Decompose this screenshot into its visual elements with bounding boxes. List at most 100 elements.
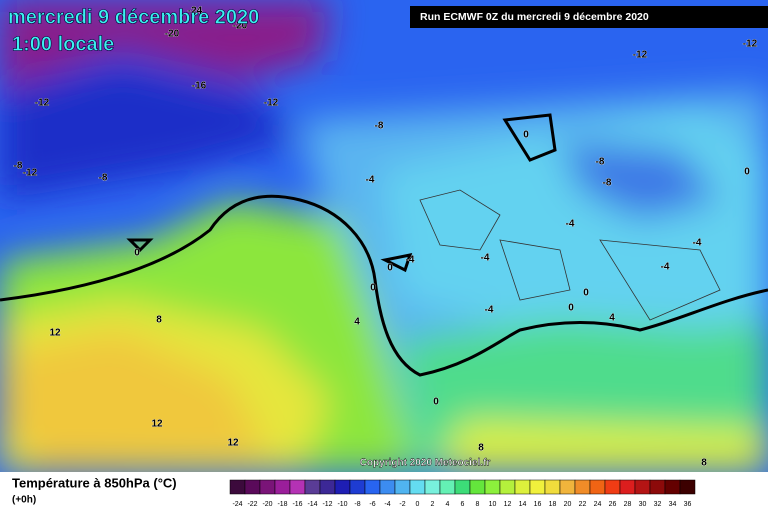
- legend-swatch: [319, 479, 336, 495]
- contour-label: 0: [134, 248, 140, 259]
- legend-swatch: [259, 479, 276, 495]
- legend-tick-label: 28: [624, 501, 632, 508]
- legend-swatch: [454, 479, 471, 495]
- legend-tick-label: 18: [549, 501, 557, 508]
- legend-tick-label: -20: [262, 501, 272, 508]
- legend-tick-label: 30: [639, 501, 647, 508]
- legend-swatch: [304, 479, 321, 495]
- contour-label: -12: [23, 168, 38, 179]
- title: mercredi 9 décembre 2020: [8, 6, 259, 28]
- legend-tick-label: -8: [354, 501, 360, 508]
- contour-label: 12: [151, 419, 163, 430]
- run-box: [410, 6, 768, 28]
- legend-swatch: [544, 479, 561, 495]
- legend-tick-label: 16: [534, 501, 542, 508]
- contour-label: 0: [370, 283, 376, 294]
- legend-tick-label: -18: [277, 501, 287, 508]
- legend-tick-label: -6: [369, 501, 375, 508]
- legend-swatch: [274, 479, 291, 495]
- legend-swatch: [349, 479, 366, 495]
- legend-subtitle: (+0h): [12, 495, 36, 506]
- contour-label: -12: [743, 39, 758, 50]
- contour-label: 12: [49, 328, 61, 339]
- legend-tick-label: -12: [322, 501, 332, 508]
- legend-tick-label: 20: [564, 501, 572, 508]
- contour-label: -20: [165, 29, 180, 40]
- legend-tick-label: -4: [384, 501, 390, 508]
- legend-tick-label: 34: [669, 501, 677, 508]
- legend-tick-label: -16: [292, 501, 302, 508]
- contour-label: -8: [596, 157, 605, 168]
- legend-tick-label: -22: [247, 501, 257, 508]
- legend-tick-label: 12: [504, 501, 512, 508]
- contour-label: -4: [406, 255, 415, 266]
- legend-swatch: [484, 479, 501, 495]
- contour-label: -4: [693, 238, 702, 249]
- contour-label: 0: [744, 167, 750, 178]
- contour-label: 4: [354, 317, 360, 328]
- contour-label: 8: [156, 315, 162, 326]
- contour-label: 12: [227, 438, 239, 449]
- contour-label: 0: [523, 130, 529, 141]
- contour-label: -24: [188, 6, 203, 17]
- legend-tick-label: 10: [489, 501, 497, 508]
- legend-tick-label: 32: [654, 501, 662, 508]
- contour-label: 8: [478, 443, 484, 454]
- legend-swatch: [409, 479, 426, 495]
- legend-swatch: [529, 479, 546, 495]
- contour-label: -16: [192, 81, 207, 92]
- contour-label: -8: [99, 173, 108, 184]
- contour-label: 0: [583, 288, 589, 299]
- legend-tick-label: -24: [232, 501, 242, 508]
- legend-swatch: [634, 479, 651, 495]
- legend-tick-label: 4: [446, 501, 450, 508]
- run-info: Run ECMWF 0Z du mercredi 9 décembre 2020: [420, 11, 649, 23]
- contour-label: 4: [609, 313, 615, 324]
- legend-tick-label: -2: [399, 501, 405, 508]
- subtitle: 1:00 locale: [12, 33, 114, 55]
- contour-label: -8: [375, 121, 384, 132]
- contour-label: -4: [485, 305, 494, 316]
- contour-label: 8: [701, 458, 707, 469]
- legend-swatch: [499, 479, 516, 495]
- contour-label: 0: [433, 397, 439, 408]
- legend-swatch: [469, 479, 486, 495]
- legend-tick-label: 8: [476, 501, 480, 508]
- legend-swatch: [664, 479, 681, 495]
- contour-label: -12: [35, 98, 50, 109]
- legend-swatch: [289, 479, 306, 495]
- contour-label: -12: [633, 50, 648, 61]
- contour-label: 0: [387, 263, 393, 274]
- legend-swatch: [619, 479, 636, 495]
- legend-swatch: [679, 479, 696, 495]
- legend-swatch: [574, 479, 591, 495]
- contour-label: -20: [233, 21, 248, 32]
- legend-swatch: [649, 479, 666, 495]
- contour-label: 0: [568, 303, 574, 314]
- legend-swatch: [379, 479, 396, 495]
- contour-label: -8: [603, 178, 612, 189]
- legend-swatch: [514, 479, 531, 495]
- legend-tick-label: 22: [579, 501, 587, 508]
- legend-tick-label: 14: [519, 501, 527, 508]
- contour-label: -8: [14, 161, 23, 172]
- map-background: [0, 0, 768, 472]
- legend-swatch: [334, 479, 351, 495]
- contour-label: -4: [366, 175, 375, 186]
- legend-swatch: [424, 479, 441, 495]
- contour-label: -4: [481, 253, 490, 264]
- legend-swatch: [364, 479, 381, 495]
- legend-tick-label: 0: [416, 501, 420, 508]
- legend-swatch: [589, 479, 606, 495]
- legend-tick-label: 36: [684, 501, 692, 508]
- legend-tick-label: 24: [594, 501, 602, 508]
- copyright: Copyright 2020 Meteociel.fr: [360, 458, 491, 469]
- legend-swatch: [244, 479, 261, 495]
- legend-tick-label: -10: [337, 501, 347, 508]
- legend-title: Température à 850hPa (°C): [12, 475, 177, 490]
- legend-swatch: [229, 479, 246, 495]
- legend-tick-label: -14: [307, 501, 317, 508]
- contour-label: -4: [661, 262, 670, 273]
